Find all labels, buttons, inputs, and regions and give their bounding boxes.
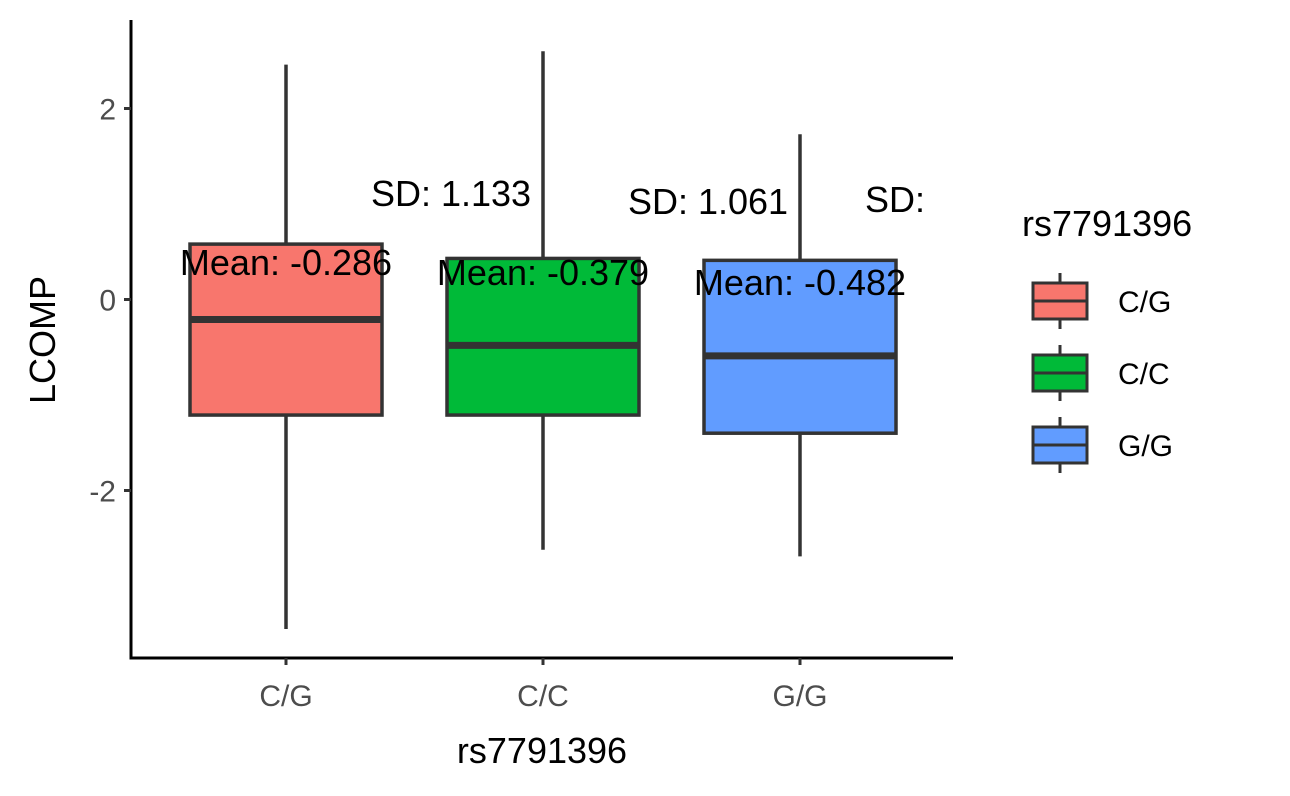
box-iqr xyxy=(702,258,898,435)
boxes-layer xyxy=(188,51,898,629)
y-tick-label: -2 xyxy=(89,476,116,509)
box-G/G xyxy=(702,134,898,557)
y-axis-title: LCOMP xyxy=(22,276,63,404)
mean-label-G/G: Mean: -0.482 xyxy=(694,262,906,303)
ticks-layer: -2 0 2 C/G C/C G/G xyxy=(89,94,827,714)
legend-item-G/G: G/G xyxy=(1031,417,1173,473)
annotations-layer: Mean: -0.286 SD: 1.133 Mean: -0.379 SD: 1.0… xyxy=(180,173,925,303)
mean-label-C/G: Mean: -0.286 xyxy=(180,242,392,283)
x-tick-label: C/G xyxy=(259,680,312,713)
mean-label-C/C: Mean: -0.379 xyxy=(437,252,649,293)
sd-label-C/C: SD: 1.061 xyxy=(628,181,788,222)
axes-layer xyxy=(129,20,953,660)
legend: rs7791396 C/G C/C G/G xyxy=(1022,203,1192,473)
sd-label-C/G: SD: 1.133 xyxy=(371,173,531,214)
sd-label-G/G: SD: xyxy=(865,179,925,220)
box-C/G xyxy=(188,64,384,629)
legend-item-C/C: C/C xyxy=(1031,345,1170,401)
legend-label: C/G xyxy=(1118,286,1171,319)
y-tick-label: 2 xyxy=(99,94,116,127)
x-tick-label: G/G xyxy=(772,680,827,713)
legend-title: rs7791396 xyxy=(1022,203,1192,244)
box-iqr xyxy=(445,256,641,417)
legend-label: G/G xyxy=(1118,430,1173,463)
legend-item-C/G: C/G xyxy=(1031,273,1171,329)
box-C/C xyxy=(445,51,641,550)
legend-label: C/C xyxy=(1118,358,1170,391)
x-tick-label: C/C xyxy=(517,680,569,713)
box-iqr xyxy=(188,242,384,417)
y-tick-label: 0 xyxy=(99,285,116,318)
x-axis-title: rs7791396 xyxy=(457,730,627,771)
